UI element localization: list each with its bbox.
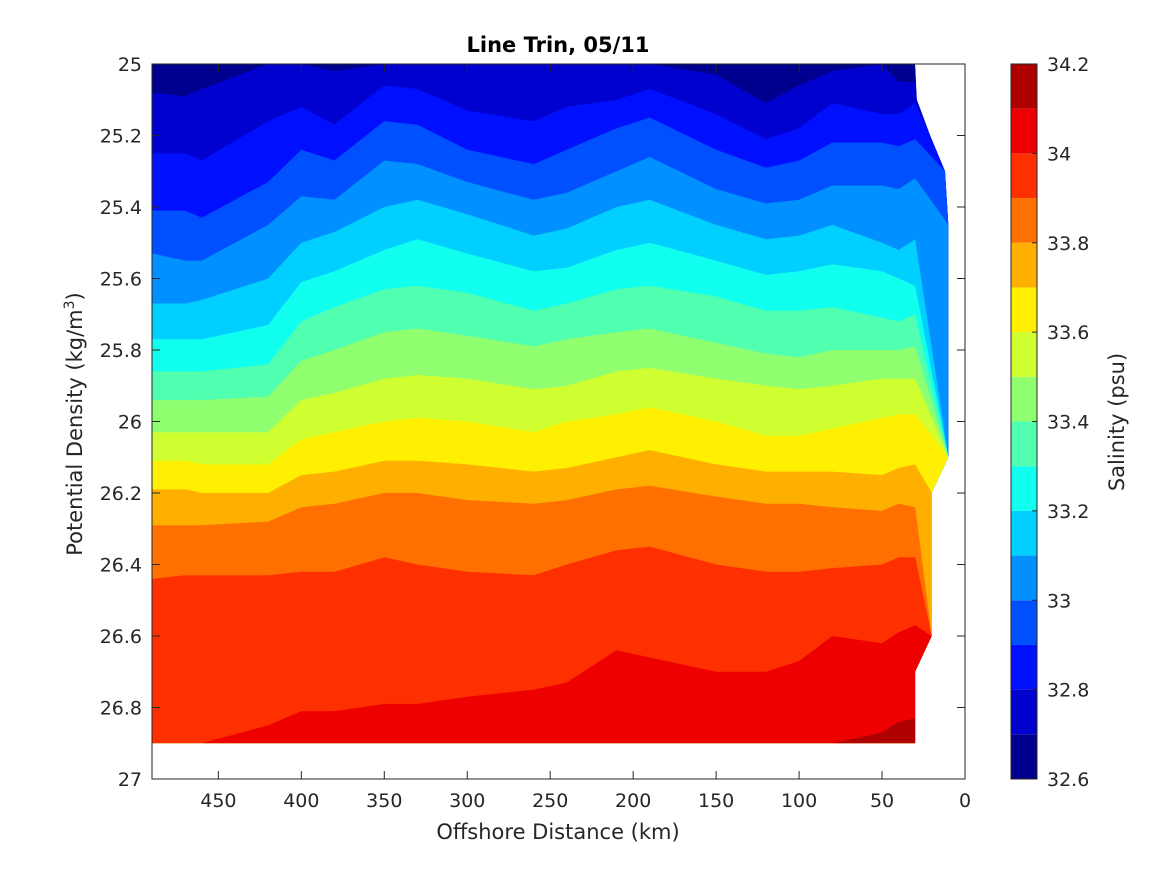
y-axis: 25 25.2 25.4 25.6 25.8 26 26.2 26.4 26.6 26.8 27 [100, 54, 965, 791]
colorbar-swatch [1011, 198, 1037, 243]
contour-band-34 [152, 625, 932, 744]
y-axis-label: Potential Density (kg/m3) [62, 292, 87, 556]
y-tick-label: 25.8 [100, 340, 142, 362]
colorbar-swatch [1011, 376, 1037, 422]
y-tick-label: 26.2 [100, 483, 142, 505]
y-tick-label: 26.8 [100, 698, 142, 720]
colorbar-swatch [1011, 64, 1037, 109]
x-tick-label: 150 [698, 790, 734, 812]
colorbar: 32.6 32.8 33 33.2 33.4 33.6 33.8 34 34.2 Salinit… [1010, 54, 1129, 791]
plot-area [151, 63, 966, 780]
colorbar-swatch [1011, 332, 1037, 377]
x-axis: 450 400 350 300 250 200 150 100 50 0 [200, 64, 971, 812]
colorbar-tick-label: 33.4 [1047, 412, 1089, 434]
colorbar-swatch [1011, 510, 1037, 556]
colorbar-swatch [1011, 287, 1037, 333]
x-tick-label: 400 [283, 790, 319, 812]
y-axis-label-tail: ) [63, 292, 87, 300]
y-tick-label: 25.2 [100, 126, 142, 148]
colorbar-tick-label: 34.2 [1047, 54, 1089, 76]
colorbar-tick-label: 33 [1047, 590, 1071, 612]
y-tick-label: 26 [118, 412, 142, 434]
y-axis-label-main: Potential Density (kg/m [63, 309, 87, 555]
x-tick-label: 200 [615, 790, 651, 812]
colorbar-swatch [1011, 421, 1037, 467]
colorbar-swatch [1011, 689, 1037, 735]
y-axis-label-superscript: 3 [62, 300, 78, 309]
x-tick-label: 250 [532, 790, 568, 812]
colorbar-swatch [1011, 153, 1037, 199]
colorbar-swatch [1011, 108, 1037, 154]
y-tick-label: 25.4 [100, 197, 142, 219]
contour-fills [152, 64, 949, 744]
colorbar-tick-label: 32.6 [1047, 769, 1089, 791]
colorbar-swatch [1011, 734, 1037, 779]
colorbar-swatches [1011, 64, 1037, 779]
colorbar-swatch [1011, 242, 1037, 288]
colorbar-swatch [1011, 644, 1037, 690]
colorbar-swatch [1011, 600, 1037, 645]
colorbar-tick-label: 33.6 [1047, 322, 1089, 344]
chart-title: Line Trin, 05/11 [466, 33, 649, 57]
y-tick-label: 27 [118, 769, 142, 791]
x-tick-label: 0 [959, 790, 971, 812]
x-tick-label: 450 [200, 790, 236, 812]
colorbar-tick-label: 34 [1047, 143, 1071, 165]
x-axis-label: Offshore Distance (km) [436, 820, 679, 844]
y-tick-label: 25.6 [100, 269, 142, 291]
x-tick-label: 50 [870, 790, 894, 812]
x-tick-label: 350 [366, 790, 402, 812]
y-tick-label: 26.6 [100, 626, 142, 648]
colorbar-label: Salinity (psu) [1105, 353, 1129, 491]
colorbar-swatch [1011, 555, 1037, 601]
y-tick-label: 26.4 [100, 555, 142, 577]
colorbar-tick-label: 32.8 [1047, 680, 1089, 702]
y-tick-label: 25 [118, 54, 142, 76]
colorbar-tick-label: 33.2 [1047, 501, 1089, 523]
colorbar-swatch [1011, 466, 1037, 511]
colorbar-ticks: 32.6 32.8 33 33.2 33.4 33.6 33.8 34 34.2 [1032, 54, 1089, 791]
colorbar-tick-label: 33.8 [1047, 233, 1089, 255]
x-tick-label: 300 [449, 790, 485, 812]
x-tick-label: 100 [781, 790, 817, 812]
